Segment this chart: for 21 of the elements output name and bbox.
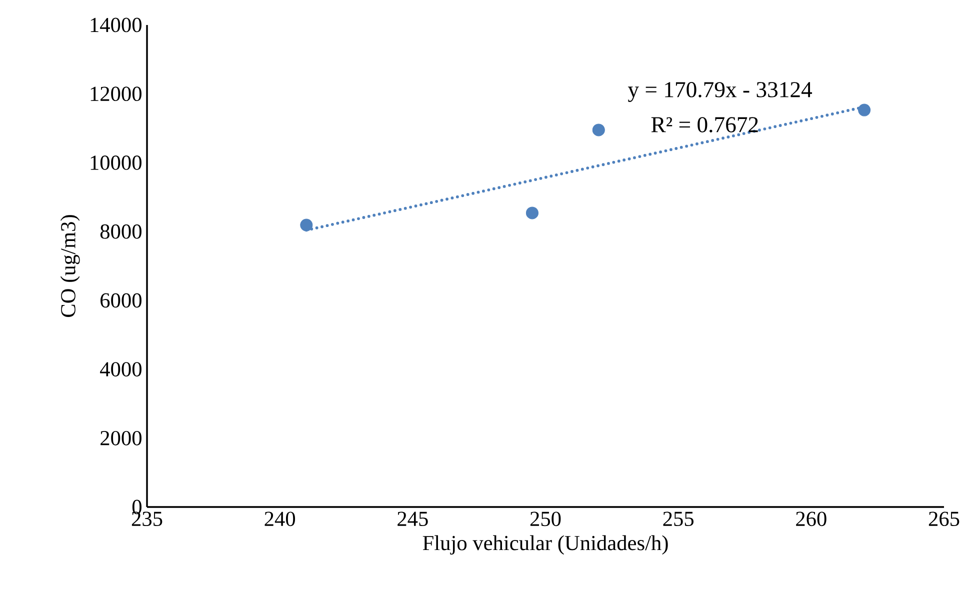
x-tick-label: 260 xyxy=(796,512,826,526)
point xyxy=(300,218,313,232)
point xyxy=(526,206,538,220)
x-tick-label: 245 xyxy=(398,512,428,526)
x-tick-label: 240 xyxy=(264,512,296,526)
annotation: y = 170.79x - 33124 xyxy=(628,82,812,102)
x-tick-label: 265 xyxy=(928,512,960,526)
x-tick-label: 250 xyxy=(530,512,561,526)
x-axis-title: Flujo vehicular (Unidades/h) xyxy=(422,535,668,555)
y-tick-label: 4000 xyxy=(100,362,142,376)
x-tick-label: 255 xyxy=(663,512,694,526)
y-axis-title: CO (ug/m3) xyxy=(60,215,80,317)
y-tick-label: 2000 xyxy=(100,430,142,446)
y-tick-label: 8000 xyxy=(100,224,142,239)
y-tick-label: 6000 xyxy=(100,293,142,308)
point xyxy=(858,104,871,116)
y-tick-label: 14000 xyxy=(90,18,142,32)
point xyxy=(592,124,605,136)
y-tick-label: 12000 xyxy=(90,86,142,102)
annotation: R² = 0.7672 xyxy=(651,117,758,132)
y-tick-label: 10000 xyxy=(90,156,142,170)
